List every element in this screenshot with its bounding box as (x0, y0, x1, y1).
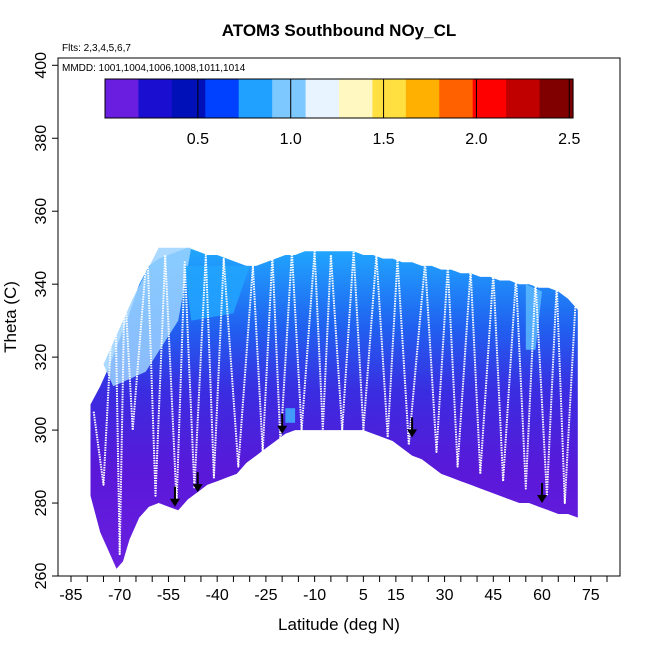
colorbar-tick-label: 1.5 (372, 131, 394, 148)
colorbar-swatch (171, 79, 206, 118)
x-tick-label: 15 (387, 587, 405, 604)
colorbar-swatch (405, 79, 440, 118)
colorbar-swatch (506, 79, 541, 118)
colorbar-tick-label: 2.0 (465, 131, 487, 148)
x-tick-label: -70 (108, 587, 131, 604)
y-axis: 260 280 300 320 340 360 380 400 (33, 52, 58, 590)
x-tick-label: -55 (157, 587, 180, 604)
noy-field (90, 247, 578, 569)
x-tick-label: 5 (359, 587, 368, 604)
noy-patch (525, 284, 542, 350)
colorbar-swatch (372, 79, 407, 118)
x-tick-label: -40 (206, 587, 229, 604)
colorbar-swatch (339, 79, 374, 118)
y-tick-label: 360 (33, 198, 50, 225)
y-tick-label: 400 (33, 52, 50, 79)
noy-field-area (90, 247, 578, 569)
colorbar-swatch (272, 79, 307, 118)
colorbar-tick-label: 1.0 (280, 131, 302, 148)
noy-patch (184, 265, 250, 321)
flight-profile-lines (92, 246, 578, 556)
colorbar-swatch (105, 79, 140, 118)
colorbar: 0.5 1.0 1.5 2.0 2.5 (104, 78, 581, 148)
y-tick-label: 380 (33, 125, 50, 152)
flight-profile (92, 246, 578, 556)
plot-frame (57, 57, 621, 577)
arrow-head (277, 425, 288, 434)
y-tick-label: 280 (33, 490, 50, 517)
colorbar-tick-label: 0.5 (187, 131, 209, 148)
colorbar-swatch (205, 79, 240, 118)
colorbar-swatch (439, 79, 474, 118)
x-tick-label: -25 (254, 587, 277, 604)
arrow-head (169, 498, 180, 507)
x-tick-label: 45 (484, 587, 502, 604)
y-axis-label: Theta (C) (1, 281, 20, 353)
colorbar-swatch (539, 79, 574, 118)
x-tick-label: 60 (533, 587, 551, 604)
y-tick-label: 320 (33, 344, 50, 371)
colorbar-swatch (238, 79, 273, 118)
x-tick-label: 30 (436, 587, 454, 604)
colorbar-tick-label: 2.5 (558, 131, 580, 148)
dates-note: MMDD: 1001,1004,1006,1008,1011,1014 (62, 63, 246, 74)
arrow-head (407, 429, 418, 438)
flights-note: Flts: 2,3,4,5,6,7 (62, 43, 131, 54)
colorbar-swatch (138, 79, 173, 118)
arrow-head (192, 484, 203, 493)
noy-patch (285, 408, 296, 423)
y-tick-label: 340 (33, 271, 50, 298)
y-tick-label: 300 (33, 417, 50, 444)
colorbar-frame (104, 78, 574, 119)
x-tick-label: -85 (59, 587, 82, 604)
chart-title: ATOM3 Southbound NOy_CL (222, 21, 457, 40)
x-tick-label: 75 (582, 587, 600, 604)
arrow-markers (169, 413, 548, 507)
x-tick-label: -10 (303, 587, 326, 604)
noy-patch (103, 247, 192, 387)
x-axis: -85 -70 -55 -40 -25 -10 5 15 30 45 60 75 (59, 576, 608, 604)
colorbar-swatch (305, 79, 340, 118)
arrow-head (537, 495, 548, 504)
x-axis-label: Latitude (deg N) (278, 615, 400, 634)
y-tick-label: 260 (33, 563, 50, 590)
colorbar-swatch (472, 79, 507, 118)
